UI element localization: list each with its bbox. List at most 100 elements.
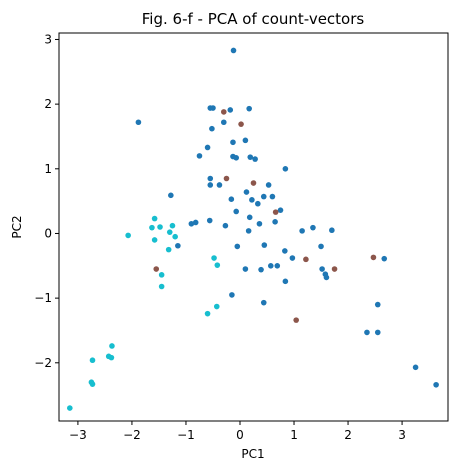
- data-point-series-1: [216, 182, 223, 188]
- data-point-series-3: [165, 246, 172, 253]
- y-tick-label: 1: [44, 162, 52, 176]
- data-point-series-3: [125, 232, 131, 239]
- data-point-series-3: [151, 237, 158, 243]
- data-point-series-2: [220, 109, 227, 115]
- x-tick-label: −3: [69, 428, 87, 442]
- data-point-series-1: [206, 217, 213, 224]
- scatter-points: [67, 47, 439, 411]
- data-point-series-1: [381, 255, 388, 262]
- y-axis: −2 −1 0 1 2 3: [34, 32, 59, 370]
- data-point-series-1: [277, 207, 284, 213]
- data-point-series-1: [260, 193, 267, 200]
- data-point-series-1: [243, 189, 250, 195]
- data-point-series-1: [207, 182, 214, 188]
- data-point-series-1: [318, 243, 324, 250]
- data-point-series-3: [158, 283, 165, 290]
- data-point-series-1: [245, 228, 252, 234]
- data-point-series-3: [89, 357, 96, 364]
- x-axis: −3 −2 −1 0 1 2 3: [69, 421, 406, 442]
- data-point-series-3: [214, 262, 221, 268]
- data-point-series-1: [242, 137, 249, 144]
- data-point-series-1: [249, 197, 255, 203]
- data-point-series-1: [282, 278, 289, 285]
- data-point-series-3: [89, 381, 96, 387]
- data-point-series-1: [246, 214, 253, 221]
- data-point-series-2: [153, 266, 160, 272]
- data-point-series-3: [166, 229, 173, 235]
- data-point-series-1: [282, 248, 288, 254]
- data-point-series-3: [211, 255, 217, 261]
- data-point-series-1: [228, 196, 235, 202]
- data-point-series-3: [157, 224, 163, 230]
- data-point-series-1: [207, 175, 214, 182]
- data-point-series-1: [267, 263, 274, 269]
- data-point-series-1: [310, 224, 316, 231]
- data-point-series-1: [175, 242, 181, 249]
- data-point-series-1: [289, 255, 296, 261]
- data-point-series-1: [209, 125, 215, 132]
- data-point-series-1: [256, 220, 263, 227]
- data-point-series-1: [274, 263, 281, 269]
- data-point-series-3: [213, 303, 220, 310]
- data-point-series-3: [108, 354, 115, 361]
- data-point-series-1: [196, 153, 203, 159]
- data-point-series-2: [303, 256, 309, 263]
- data-point-series-1: [252, 156, 258, 162]
- data-point-series-3: [172, 233, 178, 240]
- data-point-series-1: [258, 266, 264, 273]
- y-axis-label: PC2: [10, 215, 24, 238]
- x-tick-label: −2: [123, 428, 141, 442]
- data-point-series-1: [192, 219, 199, 226]
- data-point-series-1: [246, 105, 252, 112]
- data-point-series-1: [299, 228, 305, 234]
- x-tick-label: 2: [344, 428, 352, 442]
- x-axis-label: PC1: [241, 447, 264, 461]
- data-point-series-2: [250, 180, 257, 186]
- data-point-series-1: [374, 329, 381, 336]
- data-point-series-1: [269, 193, 276, 200]
- data-point-series-1: [272, 219, 278, 225]
- data-point-series-3: [169, 222, 176, 229]
- data-point-series-2: [238, 121, 244, 127]
- data-point-series-1: [247, 154, 254, 160]
- data-point-series-1: [282, 166, 289, 172]
- data-point-series-1: [233, 155, 240, 161]
- x-tick-label: 0: [236, 428, 244, 442]
- data-point-series-1: [204, 144, 211, 151]
- data-point-series-1: [234, 243, 241, 250]
- x-tick-label: 1: [290, 428, 298, 442]
- data-point-series-1: [261, 242, 268, 248]
- chart-title: Fig. 6-f - PCA of count-vectors: [142, 10, 365, 28]
- data-point-series-3: [109, 343, 115, 349]
- data-point-series-1: [412, 364, 419, 371]
- data-point-series-1: [188, 220, 195, 227]
- y-tick-label: 3: [44, 32, 52, 46]
- y-tick-label: −1: [34, 291, 52, 305]
- data-point-series-3: [158, 272, 165, 278]
- data-point-series-2: [223, 175, 230, 182]
- x-tick-label: 3: [398, 428, 406, 442]
- data-point-series-3: [67, 405, 73, 411]
- x-tick-label: −1: [177, 428, 195, 442]
- data-point-series-1: [433, 381, 439, 388]
- plot-frame: [58, 32, 449, 422]
- data-point-series-1: [242, 266, 249, 272]
- y-tick-label: −2: [34, 356, 52, 370]
- data-point-series-1: [230, 47, 237, 54]
- data-point-series-1: [319, 266, 325, 272]
- data-point-series-2: [370, 254, 377, 261]
- data-point-series-1: [168, 192, 174, 199]
- data-point-series-1: [374, 301, 381, 308]
- data-point-series-1: [364, 329, 370, 336]
- data-point-series-1: [220, 119, 227, 126]
- y-tick-label: 2: [44, 97, 52, 111]
- data-point-series-1: [210, 105, 216, 111]
- y-tick-label: 0: [44, 226, 52, 240]
- data-point-series-2: [293, 317, 299, 323]
- data-point-series-1: [329, 227, 335, 234]
- data-point-series-1: [230, 139, 236, 146]
- data-point-series-1: [227, 107, 234, 113]
- data-point-series-1: [229, 292, 235, 298]
- data-point-series-1: [323, 274, 330, 281]
